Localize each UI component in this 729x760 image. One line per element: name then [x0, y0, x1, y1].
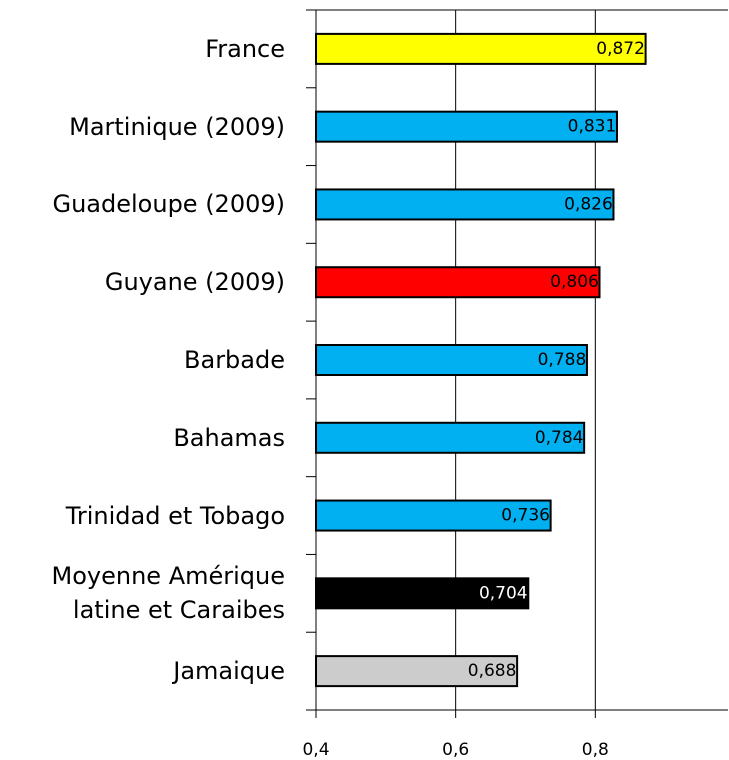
x-tick-label: 0,6: [442, 740, 469, 760]
value-label: 0,788: [538, 350, 587, 370]
value-label: 0,704: [479, 583, 528, 603]
value-label: 0,872: [596, 39, 645, 59]
category-label: Barbade: [184, 346, 285, 374]
value-label: 0,736: [501, 506, 550, 526]
category-label: Martinique (2009): [69, 112, 285, 141]
category-label: Moyenne Amérique latine et Caraibes: [51, 562, 285, 625]
bar: [315, 32, 647, 65]
category-label: Guadeloupe (2009): [52, 190, 285, 219]
bar: [315, 188, 615, 221]
bar: [315, 421, 586, 454]
category-label: Guyane (2009): [104, 268, 285, 297]
value-label: 0,826: [564, 194, 613, 214]
bar: [315, 110, 618, 143]
bar: [315, 499, 552, 532]
category-label: Jamaique: [173, 657, 285, 686]
bar: [315, 577, 530, 610]
value-label: 0,806: [550, 272, 599, 292]
category-label: Bahamas: [173, 423, 285, 452]
value-label: 0,688: [468, 661, 517, 681]
x-tick-label: 0,4: [302, 740, 329, 760]
bar: [315, 344, 588, 376]
bar: [315, 655, 519, 688]
category-label: Trinidad et Tobago: [65, 501, 285, 530]
category-label: France: [205, 34, 285, 63]
bar: [315, 266, 601, 299]
value-label: 0,831: [568, 117, 617, 137]
x-tick-label: 0,8: [582, 740, 609, 760]
value-label: 0,784: [535, 428, 584, 448]
